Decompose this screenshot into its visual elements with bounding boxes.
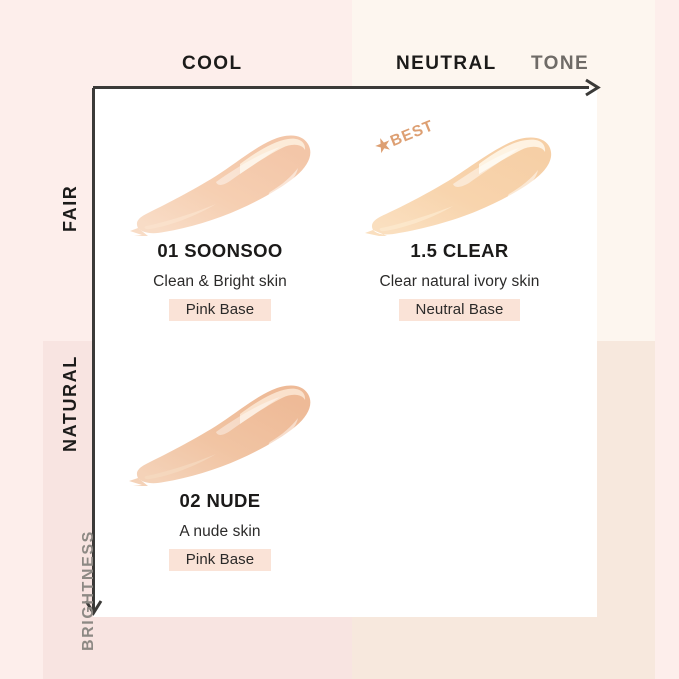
brightness-axis-arrow-icon (83, 600, 104, 617)
tone-axis-line (93, 86, 589, 89)
axis-label-neutral: NEUTRAL (396, 53, 497, 74)
background-pink-far-edge (655, 0, 679, 679)
shade-description: A nude skin (179, 523, 261, 540)
swatch-nude (120, 358, 320, 486)
shade-description: Clear natural ivory skin (379, 273, 540, 290)
tone-axis-arrow-icon (585, 77, 601, 98)
shade-name: 1.5 CLEAR (410, 240, 509, 261)
swatch-soonsoo (120, 108, 320, 236)
shade-name: 01 SOONSOO (157, 240, 283, 261)
status-badge: Neutral Base (398, 299, 521, 321)
shade-name: 02 NUDE (179, 490, 261, 511)
axis-label-natural: NATURAL (60, 355, 80, 452)
shade-cell-nude[interactable]: 02 NUDE A nude skin Pink Base (120, 358, 320, 571)
shade-base-badge-row: Pink Base (120, 549, 320, 571)
shade-cell-clear[interactable]: 1.5 CLEAR Clear natural ivory skin Neutr… (357, 108, 562, 321)
axis-label-cool: COOL (182, 53, 243, 74)
brightness-axis-line (92, 88, 95, 610)
shade-description: Clean & Bright skin (153, 273, 287, 290)
swatch-clear (357, 108, 562, 236)
status-badge: Pink Base (168, 549, 272, 571)
shade-base-badge-row: Pink Base (120, 299, 320, 321)
status-badge: Pink Base (168, 299, 272, 321)
axis-title-brightness: BRIGHTNESS (80, 530, 97, 651)
axis-title-tone: TONE (531, 53, 590, 74)
shade-cell-soonsoo[interactable]: 01 SOONSOO Clean & Bright skin Pink Base (120, 108, 320, 321)
axis-label-fair: FAIR (60, 184, 80, 232)
shade-base-badge-row: Neutral Base (357, 299, 562, 321)
